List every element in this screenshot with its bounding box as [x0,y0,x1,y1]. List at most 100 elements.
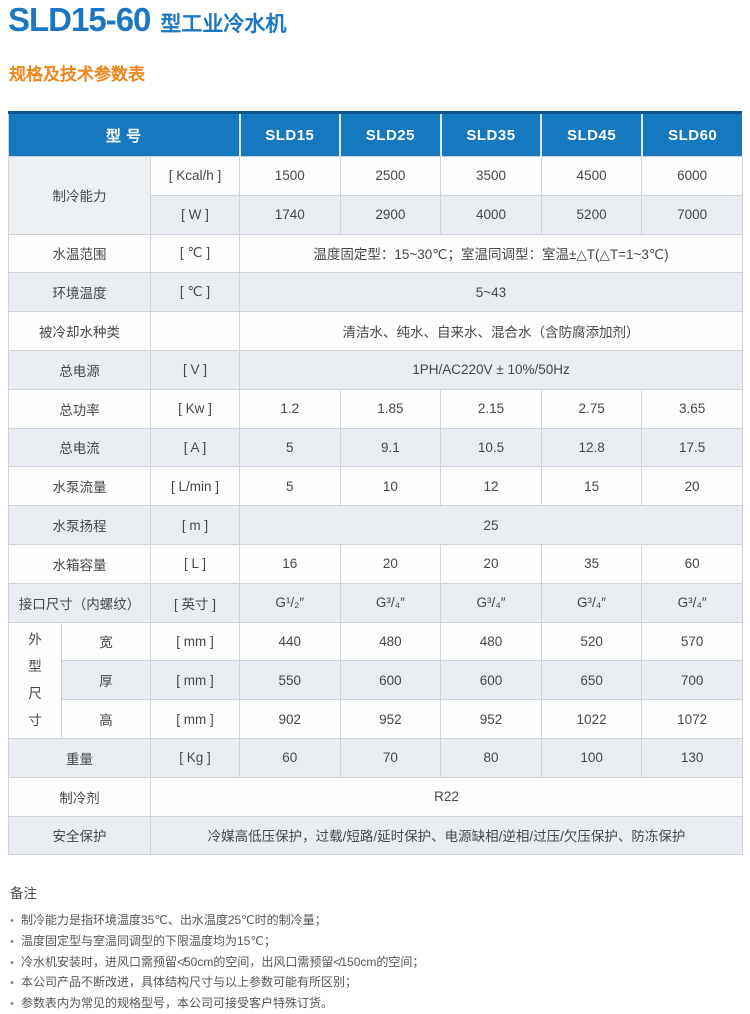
value-cell: 1.2 [239,388,341,429]
value-cell: G³/₄″ [440,582,542,623]
value-cell: 10.5 [440,427,542,468]
value-cell: 20 [440,543,542,584]
span-value-cell: 1PH/AC220V ± 10%/50Hz [239,349,743,390]
table-row-cooling-capacity-w: [ W ] 1740 2900 4000 5200 7000 [8,194,743,235]
row-label-depth: 厚 [61,660,151,701]
table-row-dimension-depth: 厚 [ mm ] 550 600 600 650 700 [8,660,743,701]
row-label-weight: 重量 [8,737,151,778]
unit-cell: [ mm ] [150,660,240,701]
value-cell: 100 [540,737,643,778]
value-cell: 902 [239,699,341,739]
bullet-icon: • [10,935,14,948]
column-header-sld25: SLD25 [339,111,441,157]
row-label-cooled-water-types: 被冷却水种类 [8,311,151,351]
unit-cell: [ L ] [150,543,240,584]
value-cell: 600 [440,660,542,701]
unit-cell: [ Kw ] [150,388,240,429]
span-value-cell: 清洁水、纯水、自来水、混合水（含防腐添加剂） [239,311,743,351]
value-cell: 550 [239,660,341,701]
column-header-sld60: SLD60 [640,111,743,157]
value-cell: 5 [239,427,341,468]
row-label-water-temp-range: 水温范围 [8,233,151,274]
span-value-cell: 5~43 [239,272,743,313]
note-item: • 温度固定型与室温同调型的下限温度均为15℃； [10,932,750,953]
value-cell: 20 [641,466,743,507]
value-cell: 650 [540,660,643,701]
table-row-cooling-capacity-kcal: 制冷能力 [ Kcal/h ] 1500 2500 3500 4500 6000 [8,156,743,235]
note-item: • 冷水机安装时，进风口需预留≮50cm的空间，出风口需预留≮150cm的空间； [10,953,750,974]
value-cell: 2900 [339,194,442,235]
value-cell: 1022 [540,699,643,739]
unit-cell: [ V ] [150,349,240,390]
bullet-icon: • [10,977,14,990]
row-label-cooling-capacity: 制冷能力 [8,156,151,235]
table-row-power-supply: 总电源 [ V ] 1PH/AC220V ± 10%/50Hz [8,349,743,390]
row-group-label-dimensions: 外型尺寸 [8,621,62,739]
table-row-cooled-water-types: 被冷却水种类 清洁水、纯水、自来水、混合水（含防腐添加剂） [8,311,743,351]
row-label-pipe-interface-size: 接口尺寸（内螺纹） [8,582,151,623]
value-cell: 3.65 [641,388,743,429]
row-label-total-current: 总电流 [8,427,151,468]
row-label-pump-flow: 水泵流量 [8,466,151,507]
value-cell: 4500 [540,156,643,196]
value-cell: 480 [339,621,442,662]
table-row-weight: 重量 [ Kg ] 60 70 80 100 130 [8,737,743,778]
value-cell: 9.1 [339,427,442,468]
unit-cell: [ Kcal/h ] [150,156,240,196]
note-item: • 参数表内为常见的规格型号，本公司可接受客户特殊订货。 [10,994,750,1014]
value-cell: 12.8 [540,427,643,468]
unit-cell: [ L/min ] [150,466,240,507]
row-label-width: 宽 [61,621,151,662]
value-cell: 570 [641,621,743,662]
row-label-ambient-temp: 环境温度 [8,272,151,313]
span-value-cell: R22 [150,776,743,817]
table-row-safety-protection: 安全保护 冷媒高低压保护，过载/短路/延时保护、电源缺相/逆相/过压/欠压保护、… [8,815,743,856]
unit-cell: [ ℃ ] [150,272,240,313]
value-cell: 5200 [540,194,643,235]
notes-title: 备注 [10,886,37,902]
value-cell: 20 [339,543,442,584]
value-cell: G¹/₂″ [239,582,341,623]
row-label-safety-protection: 安全保护 [8,815,151,856]
span-value-cell: 25 [239,505,743,545]
table-row-water-temp-range: 水温范围 [ ℃ ] 温度固定型：15~30℃；室温同调型：室温±△T(△T=1… [8,233,743,274]
spec-table: 型 号 SLD15 SLD25 SLD35 SLD45 SLD60 制冷能力 [… [8,111,743,856]
value-cell: 7000 [641,194,743,235]
value-cell: 600 [339,660,442,701]
value-cell: 520 [540,621,643,662]
value-cell: 1740 [239,194,341,235]
table-row-pipe-interface-size: 接口尺寸（内螺纹） [ 英寸 ] G¹/₂″ G³/₄″ G³/₄″ G³/₄″… [8,582,743,623]
value-cell: 35 [540,543,643,584]
table-row-dimension-height: 高 [ mm ] 902 952 952 1022 1072 [8,699,743,739]
value-cell: G³/₄″ [641,582,743,623]
model-range-title: SLD15-60 [8,1,151,38]
value-cell: 70 [339,737,442,778]
note-item: • 本公司产品不断改进，具体结构尺寸与以上参数可能有所区别； [10,973,750,994]
unit-cell: [ Kg ] [150,737,240,778]
value-cell: 6000 [641,156,743,196]
row-label-total-power: 总功率 [8,388,151,429]
value-cell: 5 [239,466,341,507]
value-cell: G³/₄″ [339,582,442,623]
value-cell: G³/₄″ [540,582,643,623]
unit-cell: [ W ] [150,194,240,235]
value-cell: 480 [440,621,542,662]
unit-cell: [ m ] [150,505,240,545]
column-header-sld15: SLD15 [238,111,341,157]
section-title: 规格及技术参数表 [9,65,145,84]
value-cell: 12 [440,466,542,507]
row-label-power-supply: 总电源 [8,349,151,390]
model-header-cell: 型 号 [8,111,240,157]
table-row-pump-flow: 水泵流量 [ L/min ] 5 10 12 15 20 [8,466,743,507]
value-cell: 16 [239,543,341,584]
notes-section: 备注 • 制冷能力是指环境温度35℃、出水温度25℃时的制冷量； • 温度固定型… [10,882,750,1014]
value-cell: 2.75 [540,388,643,429]
value-cell: 952 [440,699,542,739]
value-cell: 60 [641,543,743,584]
value-cell: 1500 [239,156,341,196]
value-cell: 3500 [440,156,542,196]
table-header-row: 型 号 SLD15 SLD25 SLD35 SLD45 SLD60 [8,111,743,157]
table-row-refrigerant: 制冷剂 R22 [8,776,743,817]
value-cell: 60 [239,737,341,778]
table-row-dimension-width: 外型尺寸 宽 [ mm ] 440 480 480 520 570 [8,621,743,739]
